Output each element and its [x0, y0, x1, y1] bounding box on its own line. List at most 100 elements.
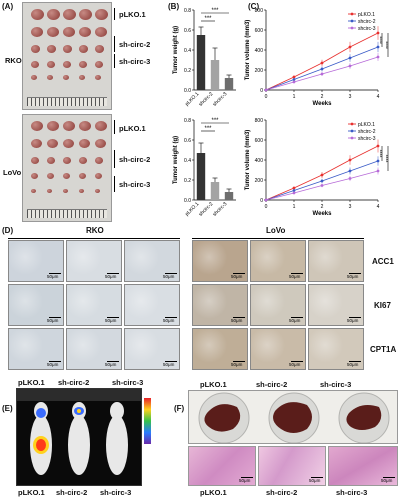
bar-1	[210, 60, 220, 90]
ihc-image: 50μm	[250, 328, 306, 370]
tumor-specimen	[79, 45, 88, 53]
legend-label: shcirc-2	[358, 19, 376, 25]
legend-marker	[350, 129, 354, 133]
group-label: pLKO.1	[18, 488, 45, 497]
tumor-specimen	[79, 173, 86, 179]
cell-label-rko: RKO	[86, 226, 104, 235]
ihc-image: 50μm	[192, 240, 248, 282]
ihc-image: 50μm	[124, 284, 180, 326]
tumor-specimen	[95, 173, 102, 179]
ihc-image: 50μm	[66, 328, 122, 370]
tumor-specimen	[63, 121, 75, 132]
tumor-specimen	[63, 45, 72, 53]
y-tick-label: 0.4	[184, 158, 191, 164]
y-tick-label: 600	[255, 138, 264, 144]
tumor-specimen	[79, 9, 92, 21]
group-label: sh-circ-2	[256, 380, 288, 389]
data-point	[320, 179, 324, 183]
x-axis-label: Weeks	[313, 211, 333, 217]
tumor-specimen	[95, 157, 103, 164]
tumor-specimen	[31, 9, 44, 21]
data-point	[348, 64, 352, 68]
tumor-specimen	[95, 9, 108, 21]
y-tick-label: 0	[260, 198, 263, 204]
tumor-specimen	[95, 121, 107, 132]
tumor-specimen	[63, 157, 71, 164]
bar-2	[224, 78, 234, 90]
tumor-specimen	[95, 139, 106, 149]
data-point	[292, 78, 296, 81]
data-point	[292, 80, 296, 84]
data-point	[264, 198, 268, 202]
tumor-specimen	[31, 189, 36, 194]
y-tick-label: 0.0	[184, 88, 191, 94]
y-tick-label: 0.0	[184, 198, 191, 204]
bioluminescence-image	[16, 388, 142, 486]
tumor-specimen	[47, 173, 54, 179]
panel-label-c: (C)	[248, 2, 260, 11]
tumor-specimen	[31, 173, 38, 179]
scale-bar: 50μm	[105, 273, 119, 279]
tumor-specimen	[95, 189, 100, 194]
x-tick-label: 3	[349, 94, 352, 100]
tumor-specimen	[47, 61, 55, 68]
bar-0	[196, 153, 206, 200]
data-point	[348, 45, 352, 49]
scale-bar: 50μm	[163, 317, 177, 323]
legend-label: shcirc-2	[358, 129, 376, 135]
scale-bar: 50μm	[231, 361, 245, 367]
data-point	[376, 144, 380, 148]
tumor-specimen	[47, 139, 58, 149]
data-point	[264, 88, 268, 92]
data-point	[348, 158, 352, 162]
stain-label-ki67: KI67	[374, 301, 391, 310]
data-point	[376, 169, 380, 173]
data-point	[348, 56, 352, 60]
panel-label-e: (E)	[2, 404, 13, 413]
scale-bar: 50μm	[239, 477, 253, 483]
significance-label: ***	[211, 8, 219, 14]
legend-label: pLKO.1	[358, 12, 375, 18]
x-tick-label: 0	[265, 94, 268, 100]
scale-bar: 50μm	[105, 317, 119, 323]
tumor-specimen	[31, 75, 37, 81]
legend-label: shcirc-3	[358, 26, 376, 32]
group-label: pLKO.1	[200, 380, 227, 389]
tumor-specimen	[79, 75, 85, 81]
tumor-specimen	[47, 45, 56, 53]
x-tick-label: 0	[265, 204, 268, 210]
tumor-specimen	[31, 27, 43, 38]
legend-marker	[350, 122, 354, 126]
scale-bar: 50μm	[347, 273, 361, 279]
x-tick-label: 2	[321, 94, 324, 100]
tumor-specimen	[63, 75, 69, 81]
data-point	[376, 31, 380, 35]
scale-bar: 50μm	[231, 273, 245, 279]
tumor-specimen	[79, 139, 90, 149]
bar-0	[196, 35, 206, 90]
ihc-image: 50μm	[124, 328, 180, 370]
mouse-silhouettes	[17, 389, 141, 475]
stain-label-acc1: ACC1	[372, 257, 394, 266]
tumor-specimen	[63, 189, 68, 194]
tumor-specimen	[31, 45, 40, 53]
tumor-specimen	[47, 75, 53, 81]
panel-label-a: (A)	[2, 2, 14, 11]
data-point	[376, 55, 380, 59]
y-tick-label: 200	[255, 178, 264, 184]
color-scale-bar	[144, 398, 151, 444]
stain-label-cpt1a: CPT1A	[370, 345, 397, 354]
x-tick-label: 1	[293, 94, 296, 100]
x-tick-label: 1	[293, 204, 296, 210]
y-tick-label: 200	[255, 68, 264, 74]
tumor-specimen	[63, 173, 70, 179]
x-tick-label: shcirc-3	[212, 201, 229, 218]
scale-bar: 50μm	[47, 361, 61, 367]
he-section: 50μm	[328, 446, 398, 486]
data-point	[320, 67, 324, 71]
tumor-specimen	[79, 121, 91, 132]
liver-specimens	[204, 402, 382, 433]
y-tick-label: 0.6	[184, 28, 191, 34]
scale-bar: 50μm	[381, 477, 395, 483]
y-tick-label: 0	[260, 88, 263, 94]
